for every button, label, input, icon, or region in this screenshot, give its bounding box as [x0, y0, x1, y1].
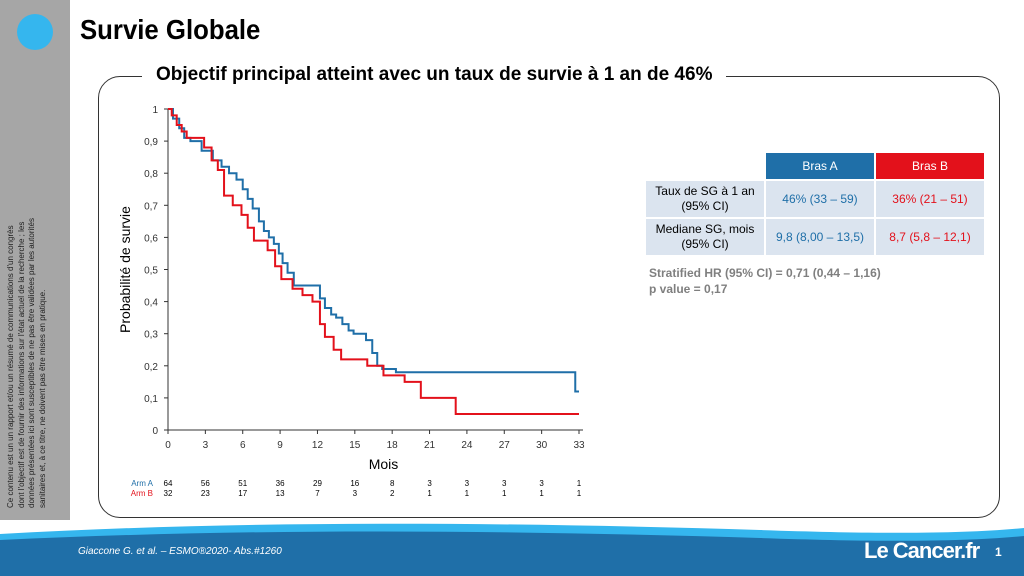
- cell-arm-b: 8,7 (5,8 – 12,1): [876, 219, 984, 255]
- risk-count: 3: [353, 489, 358, 498]
- risk-count: 3: [502, 479, 507, 488]
- risk-count: 56: [201, 479, 210, 488]
- survival-curve-arm-a: [168, 108, 579, 393]
- slide-title: Survie Globale: [80, 14, 261, 45]
- row-label: Mediane SG, mois (95% CI): [646, 219, 764, 255]
- risk-count: 3: [539, 479, 544, 488]
- y-tick-label: 0,7: [144, 201, 158, 212]
- footer-band: [0, 523, 1024, 576]
- row-label: Taux de SG à 1 an (95% CI): [646, 181, 764, 217]
- page-number: 1: [995, 545, 1002, 559]
- risk-count: 23: [201, 489, 210, 498]
- risk-arm-label: Arm A: [131, 479, 153, 488]
- risk-count: 7: [315, 489, 320, 498]
- stats-block: Stratified HR (95% CI) = 0,71 (0,44 – 1,…: [649, 265, 881, 297]
- risk-count: 51: [238, 479, 247, 488]
- x-tick-label: 15: [349, 440, 361, 451]
- y-tick-label: 0,9: [144, 137, 158, 148]
- x-tick-label: 12: [312, 440, 324, 451]
- risk-count: 1: [502, 489, 507, 498]
- y-tick-label: 0,1: [144, 394, 158, 405]
- x-tick-label: 18: [387, 440, 399, 451]
- survival-curve-arm-b: [168, 108, 579, 415]
- left-sidebar: Ce contenu est un un rapport et/ou un ré…: [0, 0, 70, 520]
- x-tick-label: 30: [536, 440, 548, 451]
- y-tick-label: 0,6: [144, 233, 158, 244]
- x-tick-label: 27: [499, 440, 511, 451]
- cell-arm-b: 36% (21 – 51): [876, 181, 984, 217]
- risk-count: 16: [350, 479, 359, 488]
- cell-arm-a: 9,8 (8,00 – 13,5): [766, 219, 874, 255]
- risk-count: 1: [539, 489, 544, 498]
- x-tick-label: 33: [573, 440, 585, 451]
- risk-count: 36: [276, 479, 285, 488]
- y-tick-label: 0,5: [144, 266, 158, 277]
- risk-count: 17: [238, 489, 247, 498]
- risk-count: 1: [427, 489, 432, 498]
- y-tick-label: 0,2: [144, 362, 158, 373]
- table-corner: [646, 153, 764, 179]
- results-table: Bras A Bras B Taux de SG à 1 an (95% CI)…: [644, 151, 986, 257]
- header-arm-b: Bras B: [876, 153, 984, 179]
- cell-arm-a: 46% (33 – 59): [766, 181, 874, 217]
- risk-count: 32: [164, 489, 173, 498]
- header-arm-a: Bras A: [766, 153, 874, 179]
- y-tick-label: 0,4: [144, 298, 158, 309]
- x-tick-label: 21: [424, 440, 436, 451]
- risk-count: 1: [465, 489, 470, 498]
- table-row: Taux de SG à 1 an (95% CI) 46% (33 – 59)…: [646, 181, 984, 217]
- site-logo: Le Cancer.fr: [864, 538, 980, 563]
- y-tick-label: 1: [152, 105, 158, 116]
- x-tick-label: 6: [240, 440, 246, 451]
- x-tick-label: 0: [165, 440, 171, 451]
- risk-count: 2: [390, 489, 395, 498]
- p-value: p value = 0,17: [649, 282, 728, 296]
- risk-count: 29: [313, 479, 322, 488]
- x-tick-label: 9: [277, 440, 283, 451]
- risk-count: 13: [276, 489, 285, 498]
- y-tick-label: 0,3: [144, 330, 158, 341]
- hazard-ratio: Stratified HR (95% CI) = 0,71 (0,44 – 1,…: [649, 266, 881, 280]
- y-tick-label: 0: [152, 426, 158, 437]
- accent-dot: [17, 14, 53, 50]
- risk-count: 3: [427, 479, 432, 488]
- x-tick-label: 3: [203, 440, 209, 451]
- citation: Giaccone G. et al. – ESMO®2020- Abs.#126…: [78, 546, 282, 557]
- table-row: Mediane SG, mois (95% CI) 9,8 (8,00 – 13…: [646, 219, 984, 255]
- risk-count: 3: [465, 479, 470, 488]
- y-axis-label: Probabilité de survie: [117, 206, 133, 333]
- y-tick-label: 0,8: [144, 169, 158, 180]
- x-tick-label: 24: [461, 440, 473, 451]
- risk-arm-label: Arm B: [131, 489, 153, 498]
- risk-count: 1: [577, 489, 582, 498]
- risk-count: 1: [577, 479, 582, 488]
- x-axis-label: Mois: [369, 456, 399, 472]
- risk-count: 64: [164, 479, 173, 488]
- slide-subtitle: Objectif principal atteint avec un taux …: [142, 64, 727, 86]
- risk-count: 8: [390, 479, 395, 488]
